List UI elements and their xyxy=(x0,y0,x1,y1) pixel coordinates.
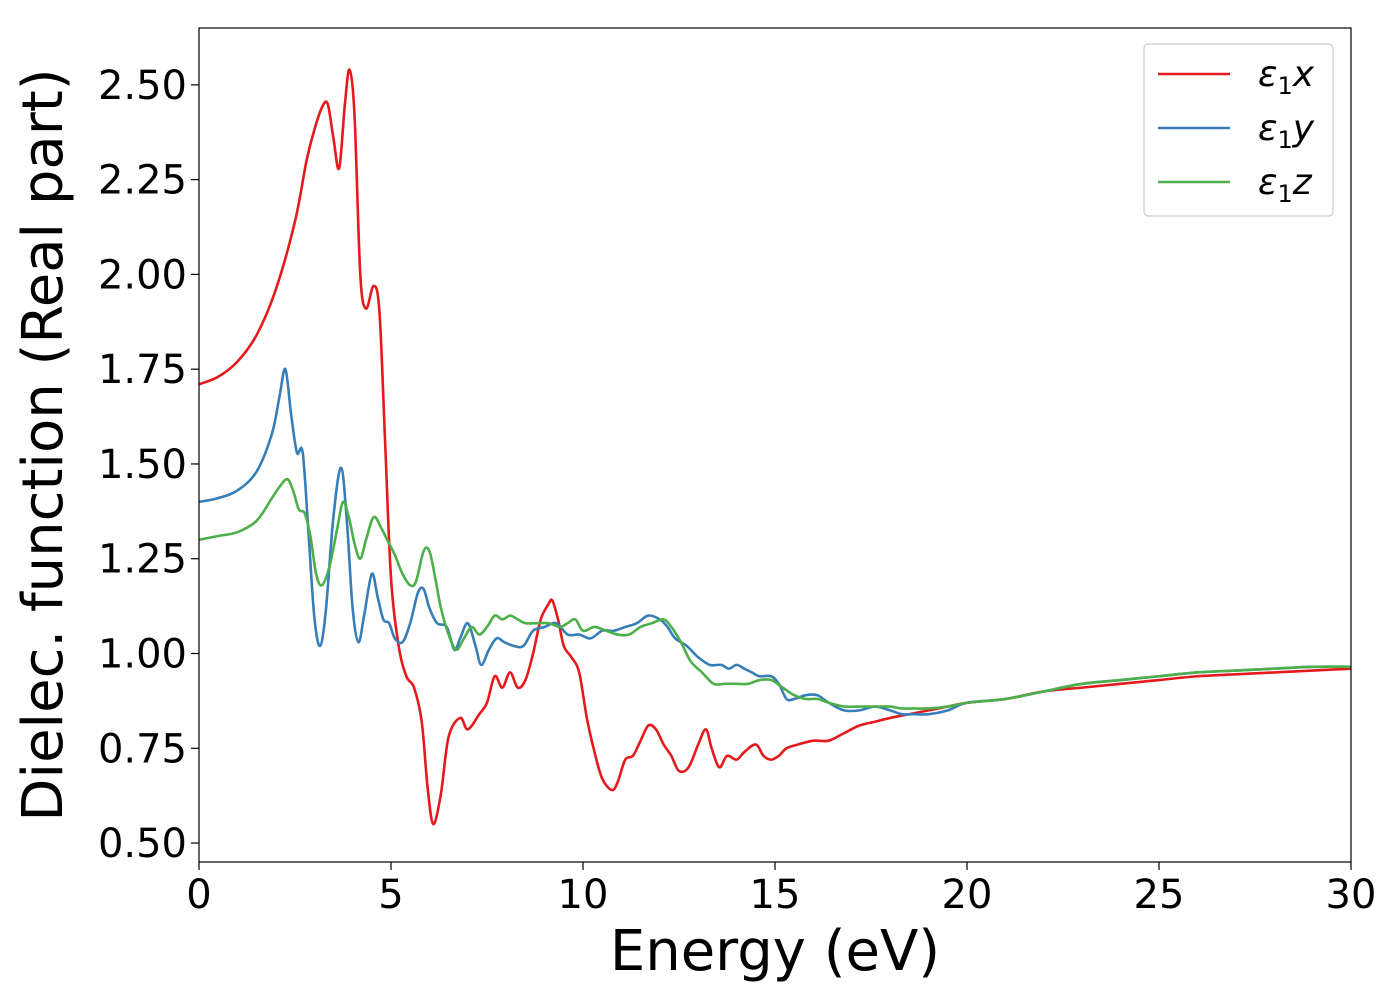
x-tick-label: 10 xyxy=(558,872,609,918)
y-tick-label: 1.00 xyxy=(98,632,187,678)
legend-item-x: ε1x xyxy=(1158,54,1315,100)
y-axis: 0.50 0.75 1.00 1.25 1.50 1.75 2.00 2.25 2.50 xyxy=(98,63,199,867)
x-tick-label: 15 xyxy=(750,872,801,918)
legend-item-y: ε1y xyxy=(1158,108,1315,154)
y-tick-label: 2.50 xyxy=(98,63,187,109)
y-tick-label: 0.50 xyxy=(98,821,187,867)
x-axis: 0 5 10 15 20 25 30 xyxy=(186,862,1376,918)
series-line-y xyxy=(199,367,1351,716)
legend-label: ε1z xyxy=(1258,162,1313,208)
series-line-x xyxy=(199,68,1351,826)
legend: ε1x ε1y ε1z xyxy=(1143,43,1334,217)
series-line-z xyxy=(199,477,1351,710)
y-tick-label: 1.50 xyxy=(98,442,187,488)
x-tick-label: 0 xyxy=(186,872,211,918)
x-tick-label: 5 xyxy=(378,872,403,918)
y-tick-label: 1.25 xyxy=(98,537,187,583)
x-tick-label: 25 xyxy=(1134,872,1185,918)
x-tick-label: 20 xyxy=(942,872,993,918)
legend-box xyxy=(1143,43,1334,217)
legend-label: ε1y xyxy=(1258,108,1315,154)
x-tick-label: 30 xyxy=(1326,872,1377,918)
legend-label: ε1x xyxy=(1258,54,1315,100)
y-tick-label: 2.00 xyxy=(98,252,187,298)
y-tick-label: 0.75 xyxy=(98,726,187,772)
y-tick-label: 1.75 xyxy=(98,347,187,393)
x-axis-label: Energy (eV) xyxy=(610,919,940,984)
legend-item-z: ε1z xyxy=(1158,162,1313,208)
y-axis-label: Dielec. function (Real part) xyxy=(11,68,76,821)
y-tick-label: 2.25 xyxy=(98,158,187,204)
series-layer xyxy=(199,68,1351,826)
